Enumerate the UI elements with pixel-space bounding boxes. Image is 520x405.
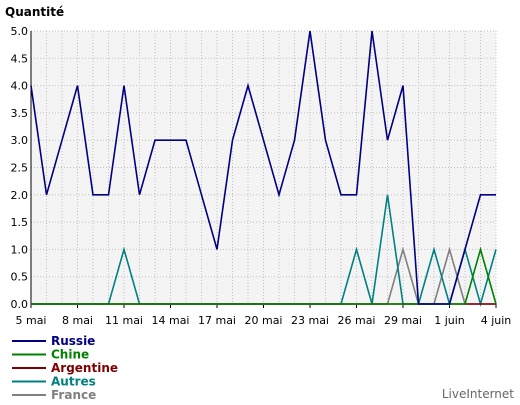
y-tick-label: 1.5 (11, 216, 29, 229)
y-tick-label: 3.0 (11, 134, 29, 147)
x-tick-label: 17 mai (198, 314, 236, 327)
y-tick-label: 4.0 (11, 80, 29, 93)
x-tick-label: 14 mai (151, 314, 189, 327)
y-tick-label: 4.5 (11, 52, 29, 65)
x-tick-label: 23 mai (291, 314, 329, 327)
x-tick-label: 1 juin (434, 314, 465, 327)
y-tick-label: 3.5 (11, 107, 29, 120)
y-tick-label: 2.5 (11, 162, 29, 175)
legend-label-argentine: Argentine (51, 361, 118, 375)
y-tick-label: 0.5 (11, 271, 29, 284)
x-tick-label: 4 juin (481, 314, 512, 327)
x-tick-label: 29 mai (384, 314, 422, 327)
x-tick-label: 8 mai (62, 314, 93, 327)
y-tick-label: 1.0 (11, 243, 29, 256)
legend-label-russie: Russie (51, 334, 95, 348)
y-tick-label: 0.0 (11, 298, 29, 311)
y-tick-label: 2.0 (11, 189, 29, 202)
chart-title: Quantité (5, 5, 64, 19)
legend-label-autres: Autres (51, 375, 96, 389)
legend-label-chine: Chine (51, 348, 89, 362)
axes: 0.0 0.5 1.0 1.5 2.0 2.5 3.0 3.5 4.0 4.5 5.0 5 mai 8 … (11, 25, 512, 327)
series-line-russie (30, 30, 496, 305)
x-tick-label: 5 mai (15, 314, 46, 327)
x-tick-label: 26 mai (337, 314, 375, 327)
legend-label-france: France (51, 388, 96, 402)
x-tick-label: 11 mai (105, 314, 143, 327)
credit-text: LiveInternet (442, 387, 514, 401)
series-layer (30, 30, 497, 307)
x-tick-label: 20 mai (244, 314, 282, 327)
y-tick-label: 5.0 (11, 25, 29, 38)
